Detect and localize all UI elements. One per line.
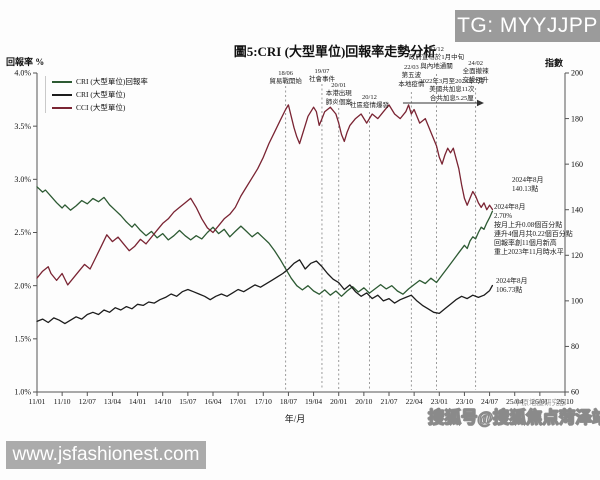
telegram-watermark-banner: TG: MYYJJPP [455,10,600,42]
legend-item: CRI (大型單位) [52,89,148,100]
x-axis-title: 年/月 [284,414,306,424]
right-tick-label: 140 [571,205,583,214]
legend-label: CRI (大型單位) [76,90,126,99]
legend-label: CCI (大型單位) [76,103,126,112]
right-tick-label: 80 [571,342,579,351]
research-credit: 中原地產研究部 [514,398,567,407]
rate-hike-arrow-head [476,99,484,107]
right-tick-label: 180 [571,114,583,123]
chart-title: 圖5:CRI (大型單位)回報率走勢分析 [233,44,437,59]
right-tick-label: 120 [571,251,583,260]
x-tick-label: 21/07 [380,397,397,406]
left-tick-label: 3.0% [14,175,31,184]
x-tick-label: 13/04 [104,397,121,406]
x-tick-label: 20/01 [330,397,347,406]
series-line [36,259,494,325]
right-tick-label: 60 [571,388,579,397]
x-tick-label: 24/07 [481,397,498,406]
x-tick-label: 15/07 [179,397,196,406]
left-tick-label: 3.5% [14,122,31,131]
x-tick-label: 20/10 [355,397,372,406]
x-tick-label: 18/07 [280,397,297,406]
x-tick-label: 25/04 [506,397,523,406]
legend-item: CCI (大型單位) [52,102,148,113]
x-tick-label: 23/10 [456,397,473,406]
left-tick-label: 1.0% [14,388,31,397]
legend-line-swatch [52,80,72,83]
x-tick-label: 16/04 [204,397,221,406]
sohu-watermark: 搜狐号@搜狐焦点菏泽站 [427,407,600,427]
x-tick-label: 17/10 [255,397,272,406]
x-tick-label: 22/04 [406,397,423,406]
series-line [36,104,494,286]
x-tick-label: 12/07 [79,397,96,406]
right-axis-title: 指數 [545,58,564,68]
right-tick-label: 100 [571,297,583,306]
x-tick-label: 19/04 [305,397,322,406]
left-tick-label: 4.0% [14,69,31,78]
left-tick-label: 2.5% [14,228,31,237]
legend-item: CRI (大型單位)回報率 [52,76,148,87]
x-tick-label: 26/01 [531,397,548,406]
series-line [36,186,494,297]
left-tick-label: 1.5% [14,335,31,344]
x-tick-label: 11/01 [29,397,46,406]
legend-line-swatch [52,93,72,96]
x-tick-label: 17/01 [230,397,247,406]
x-tick-label: 14/01 [129,397,146,406]
x-tick-label: 23/01 [431,397,448,406]
x-tick-label: 11/10 [54,397,71,406]
chart-legend: CRI (大型單位)回報率 CRI (大型單位) CCI (大型單位) [45,76,148,113]
x-tick-label: 26/10 [556,397,573,406]
right-tick-label: 200 [571,69,583,78]
legend-line-swatch [52,106,72,109]
x-tick-label: 14/10 [154,397,171,406]
legend-label: CRI (大型單位)回報率 [76,77,148,86]
left-axis-title: 回報率 % [6,57,45,67]
website-watermark-banner: www.jsfashionest.com [6,441,206,469]
left-tick-label: 2.0% [14,281,31,290]
right-tick-label: 160 [571,160,583,169]
